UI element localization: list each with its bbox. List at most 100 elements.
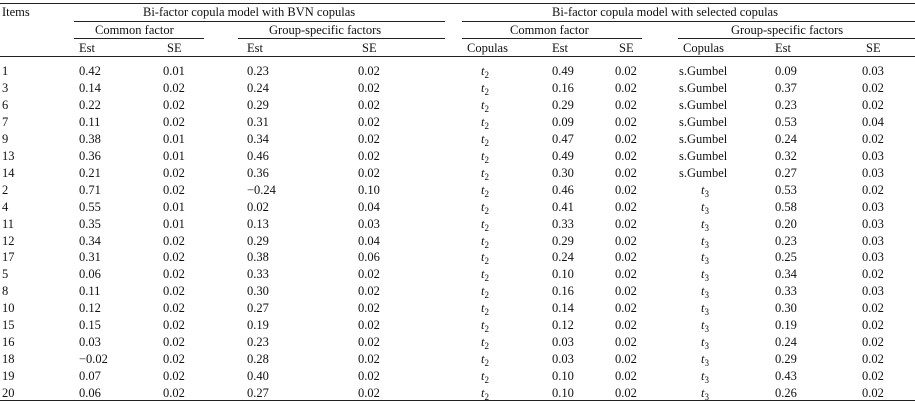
cell-bvn-common-se: 0.02 <box>163 284 185 298</box>
cell-bvn-common-se: 0.01 <box>163 149 185 163</box>
cell-bvn-group-se: 0.02 <box>358 81 380 95</box>
cell-sel-group-se: 0.02 <box>862 318 884 332</box>
cell-sel-common-est: 0.10 <box>552 386 574 400</box>
cell-sel-group-copula: t3 <box>701 386 709 402</box>
cell-bvn-common-est: 0.11 <box>79 115 101 129</box>
cell-sel-group-copula: t3 <box>701 369 709 385</box>
cell-sel-group-copula: t3 <box>701 352 709 368</box>
cell-item: 1 <box>2 64 9 78</box>
cell-item: 19 <box>2 369 15 383</box>
cell-sel-group-est: 0.37 <box>775 81 797 95</box>
cell-sel-common-se: 0.02 <box>615 64 637 78</box>
cell-bvn-common-est: −0.02 <box>79 352 108 366</box>
cell-bvn-group-est: 0.30 <box>247 284 269 298</box>
header-bvn-group-se: SE <box>362 41 377 55</box>
cell-sel-common-est: 0.49 <box>552 149 574 163</box>
cell-bvn-group-se: 0.02 <box>358 64 380 78</box>
cell-sel-group-se: 0.02 <box>862 81 884 95</box>
cell-sel-group-copula: t3 <box>701 250 709 266</box>
cell-sel-common-se: 0.02 <box>615 81 637 95</box>
cell-bvn-group-se: 0.02 <box>358 98 380 112</box>
cell-item: 11 <box>2 217 15 231</box>
cell-sel-common-se: 0.02 <box>615 267 637 281</box>
header-right-group: Bi-factor copula model with selected cop… <box>552 5 778 19</box>
cell-sel-group-se: 0.02 <box>862 335 884 349</box>
cell-sel-group-est: 0.27 <box>775 166 797 180</box>
cell-bvn-common-est: 0.06 <box>79 267 101 281</box>
group-rule-left <box>74 21 445 22</box>
header-bvn-common-se: SE <box>167 41 182 55</box>
cell-sel-group-est: 0.24 <box>775 335 797 349</box>
cell-bvn-common-est: 0.06 <box>79 386 101 400</box>
cell-sel-common-est: 0.29 <box>552 98 574 112</box>
cell-sel-common-copula: t2 <box>481 64 489 80</box>
cell-sel-common-est: 0.46 <box>552 183 574 197</box>
cell-sel-common-se: 0.02 <box>615 335 637 349</box>
cell-item: 3 <box>2 81 9 95</box>
cell-item: 8 <box>2 284 9 298</box>
cell-sel-common-copula: t2 <box>481 149 489 165</box>
cell-bvn-common-se: 0.02 <box>163 166 185 180</box>
cell-sel-group-est: 0.24 <box>775 132 797 146</box>
cell-bvn-group-est: 0.23 <box>247 335 269 349</box>
cell-bvn-group-est: 0.27 <box>247 386 269 400</box>
header-sel-group-se: SE <box>866 41 881 55</box>
cell-sel-group-copula: t3 <box>701 234 709 250</box>
header-sel-common-copulas: Copulas <box>467 41 508 55</box>
cell-bvn-group-est: 0.31 <box>247 115 269 129</box>
cell-bvn-group-se: 0.04 <box>358 234 380 248</box>
cell-bvn-group-est: 0.13 <box>247 217 269 231</box>
cell-bvn-group-se: 0.02 <box>358 386 380 400</box>
subgroup-rule-sel-common <box>462 38 642 39</box>
cell-sel-common-se: 0.02 <box>615 200 637 214</box>
header-bvn-common-est: Est <box>79 41 95 55</box>
cell-bvn-common-se: 0.02 <box>163 183 185 197</box>
cell-sel-common-est: 0.49 <box>552 64 574 78</box>
cell-sel-group-se: 0.03 <box>862 250 884 264</box>
cell-item: 2 <box>2 183 9 197</box>
cell-bvn-common-se: 0.02 <box>163 369 185 383</box>
cell-sel-common-se: 0.02 <box>615 132 637 146</box>
cell-bvn-common-est: 0.15 <box>79 318 101 332</box>
cell-sel-common-est: 0.10 <box>552 267 574 281</box>
group-rule-right <box>462 21 915 22</box>
cell-sel-group-se: 0.02 <box>862 301 884 315</box>
cell-bvn-common-se: 0.02 <box>163 352 185 366</box>
subgroup-rule-sel-group <box>678 38 915 39</box>
cell-sel-common-copula: t2 <box>481 217 489 233</box>
cell-sel-common-copula: t2 <box>481 166 489 182</box>
cell-bvn-group-se: 0.03 <box>358 217 380 231</box>
cell-item: 20 <box>2 386 15 400</box>
cell-sel-group-se: 0.03 <box>862 200 884 214</box>
cell-sel-group-copula: t3 <box>701 318 709 334</box>
cell-sel-common-copula: t2 <box>481 200 489 216</box>
header-bvn-group-specific: Group-specific factors <box>269 23 382 37</box>
cell-sel-common-copula: t2 <box>481 234 489 250</box>
cell-bvn-common-se: 0.02 <box>163 318 185 332</box>
cell-bvn-group-est: 0.29 <box>247 98 269 112</box>
cell-bvn-group-est: 0.36 <box>247 166 269 180</box>
cell-sel-common-copula: t2 <box>481 301 489 317</box>
cell-sel-group-copula: t3 <box>701 200 709 216</box>
cell-sel-common-se: 0.02 <box>615 369 637 383</box>
cell-bvn-group-se: 0.02 <box>358 369 380 383</box>
cell-bvn-common-se: 0.02 <box>163 98 185 112</box>
cell-bvn-group-se: 0.02 <box>358 166 380 180</box>
subgroup-rule-bvn-group <box>238 38 445 39</box>
cell-sel-common-est: 0.10 <box>552 369 574 383</box>
cell-bvn-group-se: 0.02 <box>358 318 380 332</box>
cell-bvn-group-est: 0.02 <box>247 200 269 214</box>
cell-bvn-common-se: 0.02 <box>163 267 185 281</box>
cell-sel-group-copula: t3 <box>701 335 709 351</box>
cell-sel-common-est: 0.09 <box>552 115 574 129</box>
cell-sel-group-copula: s.Gumbel <box>679 132 728 146</box>
cell-bvn-common-est: 0.11 <box>79 284 101 298</box>
cell-sel-group-copula: t3 <box>701 217 709 233</box>
cell-bvn-group-est: 0.24 <box>247 81 269 95</box>
cell-sel-common-copula: t2 <box>481 183 489 199</box>
cell-sel-group-est: 0.30 <box>775 301 797 315</box>
cell-bvn-group-est: 0.34 <box>247 132 269 146</box>
cell-bvn-common-se: 0.02 <box>163 335 185 349</box>
cell-bvn-common-est: 0.55 <box>79 200 101 214</box>
cell-sel-group-est: 0.53 <box>775 115 797 129</box>
